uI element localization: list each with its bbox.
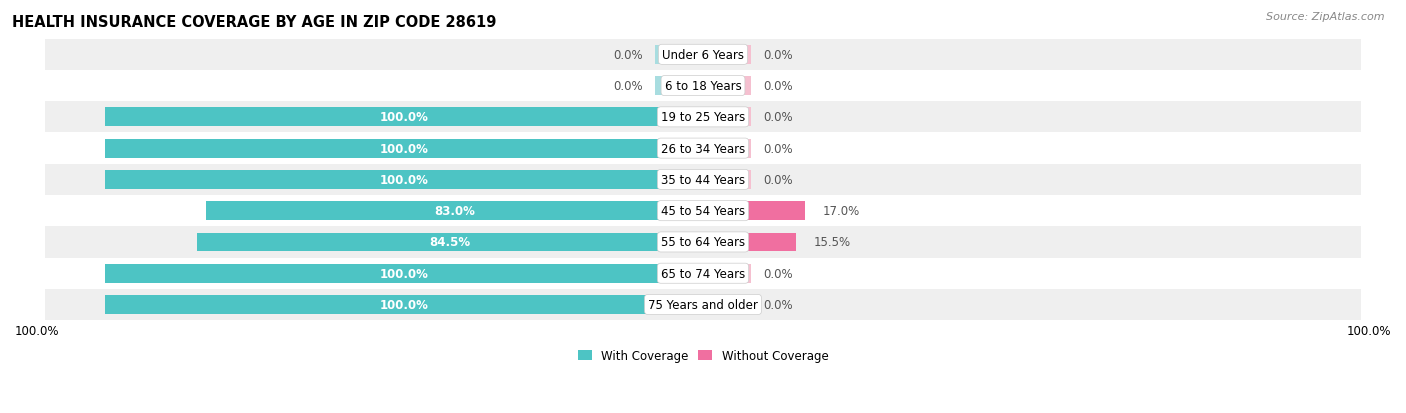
Text: 100.0%: 100.0% <box>380 142 429 155</box>
Text: Under 6 Years: Under 6 Years <box>662 49 744 62</box>
Bar <box>104 264 703 283</box>
Text: 100.0%: 100.0% <box>15 324 59 337</box>
Text: 83.0%: 83.0% <box>434 205 475 218</box>
Text: 75 Years and older: 75 Years and older <box>648 298 758 311</box>
Bar <box>703 233 796 252</box>
Bar <box>45 258 1361 289</box>
Text: 65 to 74 Years: 65 to 74 Years <box>661 267 745 280</box>
Text: 17.0%: 17.0% <box>823 205 860 218</box>
Text: 15.5%: 15.5% <box>814 236 851 249</box>
Text: 6 to 18 Years: 6 to 18 Years <box>665 80 741 93</box>
Text: 100.0%: 100.0% <box>380 298 429 311</box>
Text: 0.0%: 0.0% <box>613 80 643 93</box>
Text: 19 to 25 Years: 19 to 25 Years <box>661 111 745 124</box>
Text: 0.0%: 0.0% <box>763 49 793 62</box>
Bar <box>703 295 751 314</box>
Bar <box>703 202 804 221</box>
Text: 45 to 54 Years: 45 to 54 Years <box>661 205 745 218</box>
Legend: With Coverage, Without Coverage: With Coverage, Without Coverage <box>572 345 834 367</box>
Text: 100.0%: 100.0% <box>380 111 429 124</box>
Text: 55 to 64 Years: 55 to 64 Years <box>661 236 745 249</box>
Bar <box>104 295 703 314</box>
Bar <box>45 71 1361 102</box>
Text: 0.0%: 0.0% <box>763 80 793 93</box>
Bar <box>104 171 703 189</box>
Bar <box>703 108 751 127</box>
Bar <box>104 108 703 127</box>
Text: 0.0%: 0.0% <box>763 298 793 311</box>
Text: Source: ZipAtlas.com: Source: ZipAtlas.com <box>1267 12 1385 22</box>
Bar <box>45 133 1361 164</box>
Bar <box>45 289 1361 320</box>
Bar <box>207 202 703 221</box>
Text: 0.0%: 0.0% <box>763 111 793 124</box>
Text: 0.0%: 0.0% <box>613 49 643 62</box>
Text: 100.0%: 100.0% <box>380 173 429 186</box>
Bar <box>655 46 703 64</box>
Bar <box>45 40 1361 71</box>
Bar <box>104 140 703 158</box>
Bar <box>45 196 1361 227</box>
Text: 0.0%: 0.0% <box>763 173 793 186</box>
Bar <box>45 164 1361 196</box>
Text: 26 to 34 Years: 26 to 34 Years <box>661 142 745 155</box>
Bar <box>703 140 751 158</box>
Bar <box>703 264 751 283</box>
Bar <box>45 227 1361 258</box>
Text: HEALTH INSURANCE COVERAGE BY AGE IN ZIP CODE 28619: HEALTH INSURANCE COVERAGE BY AGE IN ZIP … <box>13 15 496 30</box>
Bar <box>703 171 751 189</box>
Bar <box>703 46 751 64</box>
Text: 35 to 44 Years: 35 to 44 Years <box>661 173 745 186</box>
Bar <box>655 77 703 96</box>
Text: 100.0%: 100.0% <box>380 267 429 280</box>
Bar <box>703 77 751 96</box>
Text: 0.0%: 0.0% <box>763 267 793 280</box>
Text: 100.0%: 100.0% <box>1347 324 1391 337</box>
Text: 84.5%: 84.5% <box>430 236 471 249</box>
Text: 0.0%: 0.0% <box>763 142 793 155</box>
Bar <box>45 102 1361 133</box>
Bar <box>197 233 703 252</box>
